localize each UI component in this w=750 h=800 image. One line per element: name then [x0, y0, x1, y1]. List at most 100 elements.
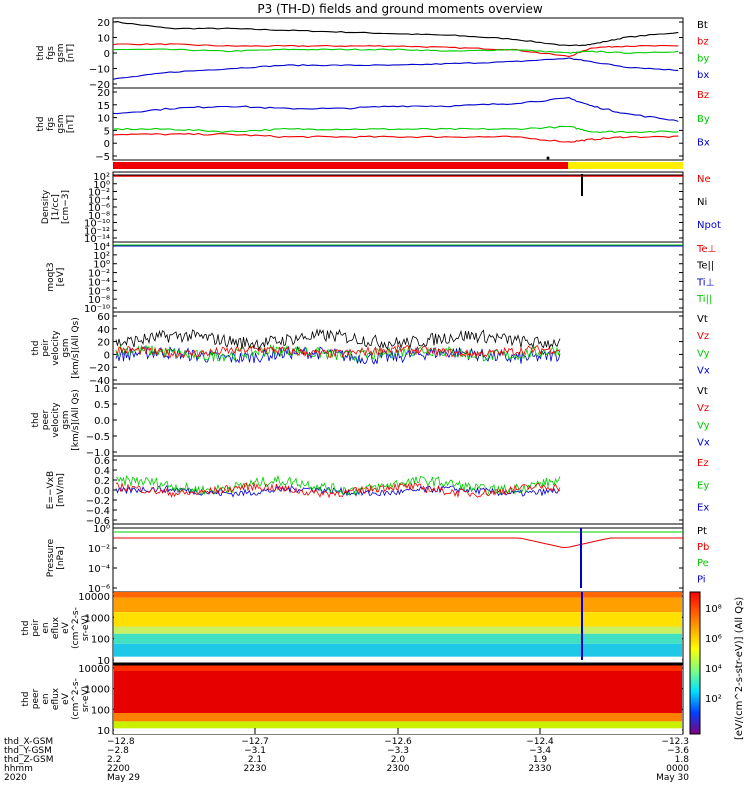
- y-tick-label: 1.0: [94, 384, 110, 395]
- y-axis-label: [mV/m]: [56, 473, 66, 507]
- panel-frame: [112, 311, 684, 385]
- y-tick-label: 10⁻⁴: [88, 564, 110, 575]
- legend-Vx: Vx: [697, 366, 710, 377]
- legend-Pb: Pb: [697, 542, 709, 553]
- legend-Ey: Ey: [697, 480, 709, 491]
- y-tick-label: 10: [97, 34, 110, 45]
- series-Ex: [115, 484, 561, 498]
- x-tick-label: May 29: [107, 773, 140, 783]
- y-tick-label: −20: [89, 363, 110, 374]
- x-tick-label: 0000: [666, 764, 689, 774]
- y-tick-label: 20: [97, 338, 110, 349]
- y-axis-label: sr-eV): [81, 615, 91, 641]
- y-tick-label: 20: [97, 88, 110, 99]
- legend-Vz: Vz: [697, 331, 709, 342]
- y-axis-label: thd: [31, 341, 41, 356]
- y-tick-label: 10000: [78, 664, 110, 675]
- series-by: [112, 48, 679, 54]
- panel-4: moqt3 [eV]: [46, 241, 684, 313]
- x-tick-label: 2300: [387, 764, 410, 774]
- legend-Bx: Bx: [697, 138, 710, 149]
- y-axis-label: peir: [41, 339, 51, 357]
- legend-Ni: Ni: [697, 197, 707, 208]
- legend-Vy: Vy: [697, 420, 710, 431]
- legend-Bz: Bz: [697, 90, 709, 101]
- y-axis-label: eV: [61, 692, 71, 705]
- x-tick-label: −3.3: [387, 746, 409, 756]
- y-tick-label: −40: [89, 376, 110, 387]
- legend-Te⊥: Te⊥: [696, 244, 716, 255]
- y-tick-label: 10⁻²: [88, 269, 110, 280]
- colorbar: [689, 591, 701, 735]
- panel-frame: [112, 383, 684, 457]
- x-tick-label: 1.8: [675, 755, 690, 765]
- y-tick-label: 0: [104, 49, 110, 60]
- legend-Vx: Vx: [697, 438, 710, 449]
- y-axis-label: moqt3: [46, 262, 56, 291]
- y-tick-label: 0: [104, 139, 110, 150]
- x-tick-label: 2.2: [107, 755, 121, 765]
- y-axis-label: thd: [36, 117, 46, 132]
- x-tick-label: −12.4: [526, 737, 554, 747]
- y-axis-label: eflux: [51, 687, 61, 710]
- y-axis-label: fgs: [46, 117, 56, 131]
- y-axis-label: thd: [21, 621, 31, 636]
- spectrogram-band: [114, 643, 682, 657]
- panel-5: thd peir velocity gsm [km/s](All Qs): [31, 311, 684, 385]
- y-tick-label: 0.6: [94, 456, 110, 467]
- x-tick-label: −12.7: [241, 737, 269, 747]
- y-tick-label: 40: [97, 325, 110, 336]
- series-Ez: [115, 481, 561, 499]
- y-tick-label: −5: [95, 152, 110, 163]
- legend-Npot: Npot: [697, 220, 721, 231]
- y-tick-label: 10⁴: [93, 242, 110, 253]
- y-tick-label: 0.2: [94, 476, 110, 487]
- series-Vx: [115, 345, 561, 365]
- y-tick-label: 1000: [85, 685, 110, 696]
- y-axis-label: thd: [36, 46, 46, 61]
- y-axis-label: thd: [31, 413, 41, 428]
- legend-bx: bx: [697, 70, 709, 81]
- spectrogram-band: [114, 713, 682, 722]
- series-Bt: [112, 21, 679, 47]
- y-axis-label: sr-eV): [81, 686, 91, 712]
- panel-frame: [112, 523, 684, 593]
- y-axis-label: [cm−3]: [61, 190, 71, 224]
- y-tick-label: 10⁻¹⁰: [84, 304, 110, 315]
- y-tick-label: −0.5: [86, 432, 110, 443]
- series-By: [112, 125, 679, 134]
- legend-Ti||: Ti||: [696, 294, 712, 305]
- y-axis-label: gsm: [56, 114, 66, 133]
- series-Bz: [112, 132, 679, 143]
- legend-Pt: Pt: [697, 526, 707, 537]
- colorbar-tick-label: 10⁴: [705, 664, 722, 675]
- panel-2: thd fgs gsm [nT]: [36, 87, 684, 161]
- y-tick-label: 10: [97, 726, 110, 737]
- y-axis-label: [km/s](All Qs): [71, 317, 81, 379]
- x-tick-label: 2.1: [248, 755, 262, 765]
- y-tick-label: 10⁰: [93, 260, 110, 271]
- y-tick-label: 10⁻¹⁴: [84, 234, 110, 245]
- panel-1: thd fgs gsm [nT]: [36, 17, 684, 89]
- y-axis-label: [eV]: [56, 268, 66, 287]
- legend-Pe: Pe: [697, 558, 709, 569]
- legend-Vz: Vz: [697, 403, 709, 414]
- y-tick-label: 60: [97, 312, 110, 323]
- y-tick-label: 0: [104, 350, 110, 361]
- y-axis-label: eV: [61, 621, 71, 634]
- y-axis-label: gsm: [61, 338, 71, 357]
- y-axis-label: [nT]: [66, 44, 76, 62]
- x-tick-label: 2330: [529, 764, 552, 774]
- legend-Ex: Ex: [697, 503, 709, 514]
- colorbar-tick-label: 10⁶: [705, 634, 722, 645]
- y-tick-label: 0.0: [94, 486, 110, 497]
- y-tick-label: 10⁻⁸: [88, 295, 110, 306]
- legend-Vt: Vt: [697, 314, 708, 325]
- y-tick-label: 0.4: [94, 466, 110, 477]
- x-tick-label: 1.9: [533, 755, 548, 765]
- legend-Ez: Ez: [697, 458, 709, 469]
- y-tick-label: 10⁻¹²: [84, 226, 110, 237]
- y-axis-label: [1/cc]: [51, 194, 61, 220]
- y-axis-label: gsm: [56, 43, 66, 62]
- spectrogram-band: [114, 671, 682, 713]
